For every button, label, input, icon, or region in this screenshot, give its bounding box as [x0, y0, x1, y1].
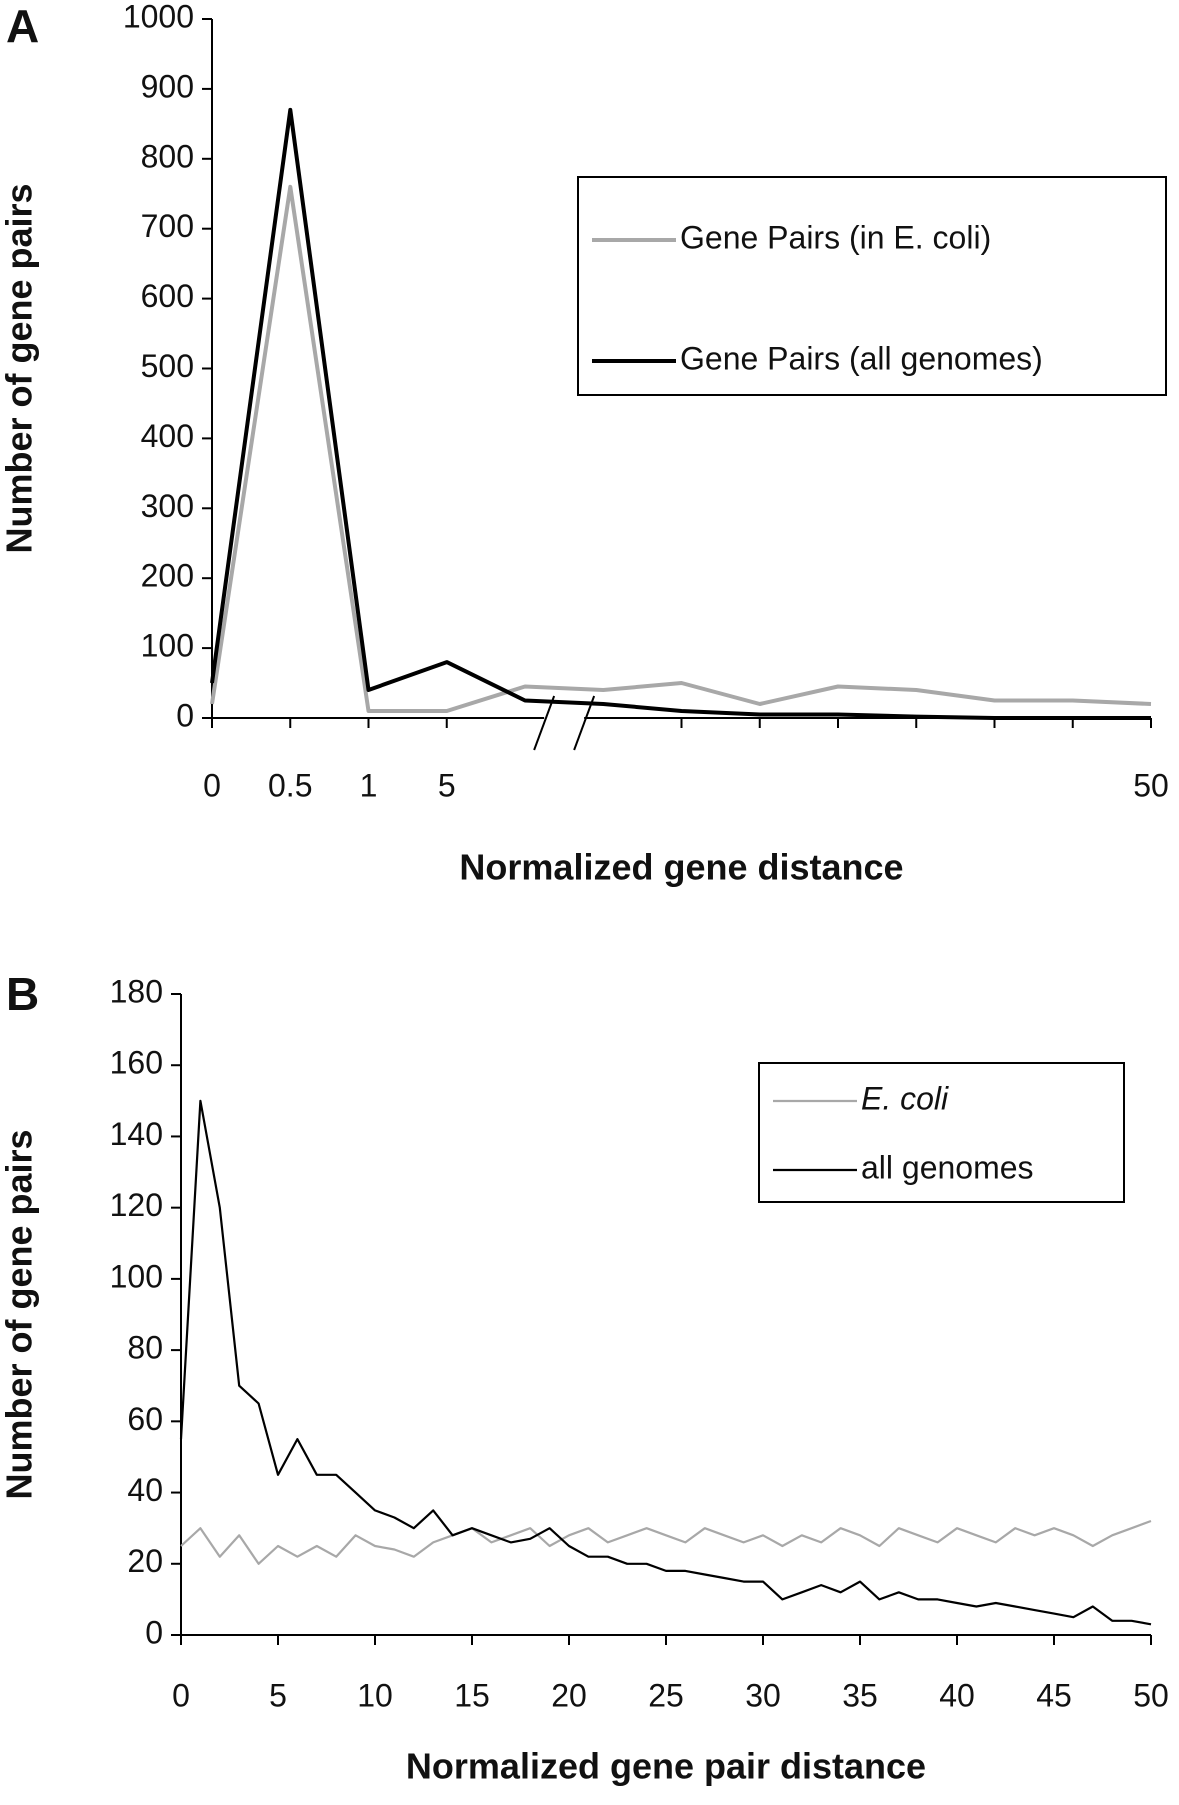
y-tick-label: 0	[145, 1614, 163, 1650]
x-tick-label: 5	[438, 767, 456, 803]
x-tick-label: 50	[1133, 1677, 1169, 1713]
x-tick-label: 50	[1133, 767, 1169, 803]
x-tick-label: 1	[360, 767, 378, 803]
x-tick-label: 20	[551, 1677, 587, 1713]
x-axis-title: Normalized gene pair distance	[406, 1746, 926, 1787]
legend-label: Gene Pairs (all genomes)	[680, 340, 1043, 376]
x-tick-label: 30	[745, 1677, 781, 1713]
y-tick-label: 160	[110, 1045, 163, 1081]
x-tick-label: 10	[357, 1677, 393, 1713]
y-tick-label: 1000	[123, 0, 194, 34]
y-tick-label: 300	[141, 488, 194, 524]
legend-label: E. coli	[861, 1080, 949, 1116]
series-line	[179, 1099, 1152, 1626]
y-tick-label: 600	[141, 278, 194, 314]
legend-box	[758, 1062, 1125, 1203]
y-tick-label: 100	[110, 1258, 163, 1294]
y-tick-label: 140	[110, 1116, 163, 1152]
y-tick-label: 20	[127, 1543, 163, 1579]
x-tick-label: 0	[172, 1677, 190, 1713]
y-tick-label: 400	[141, 418, 194, 454]
x-tick-label: 0.5	[268, 767, 312, 803]
y-tick-label: 100	[141, 628, 194, 664]
legend-label: all genomes	[861, 1149, 1034, 1185]
x-axis-title: Normalized gene distance	[459, 847, 903, 888]
y-tick-label: 80	[127, 1330, 163, 1366]
series-line	[210, 107, 1151, 720]
panel-label: B	[6, 968, 39, 1020]
y-axis-title: Number of gene pairs	[0, 1129, 40, 1499]
x-tick-label: 15	[454, 1677, 490, 1713]
y-tick-label: 60	[127, 1401, 163, 1437]
y-tick-label: 500	[141, 348, 194, 384]
series-line	[210, 184, 1152, 713]
x-tick-label: 35	[842, 1677, 878, 1713]
y-tick-label: 900	[141, 68, 194, 104]
axis-break	[533, 695, 556, 751]
y-tick-label: 200	[141, 558, 194, 594]
legend-label: Gene Pairs (in E. coli)	[680, 219, 991, 255]
y-tick-label: 0	[176, 697, 194, 733]
y-tick-label: 40	[127, 1472, 163, 1508]
x-tick-label: 25	[648, 1677, 684, 1713]
panel-label: A	[6, 0, 39, 52]
x-tick-label: 40	[939, 1677, 975, 1713]
y-tick-label: 800	[141, 138, 194, 174]
series-line	[180, 1519, 1152, 1565]
x-tick-label: 5	[269, 1677, 287, 1713]
y-tick-label: 180	[110, 973, 163, 1009]
y-axis-title: Number of gene pairs	[0, 183, 40, 553]
x-tick-label: 45	[1036, 1677, 1072, 1713]
legend-box	[577, 176, 1167, 396]
y-tick-label: 700	[141, 208, 194, 244]
y-tick-label: 120	[110, 1187, 163, 1223]
x-tick-label: 0	[203, 767, 221, 803]
